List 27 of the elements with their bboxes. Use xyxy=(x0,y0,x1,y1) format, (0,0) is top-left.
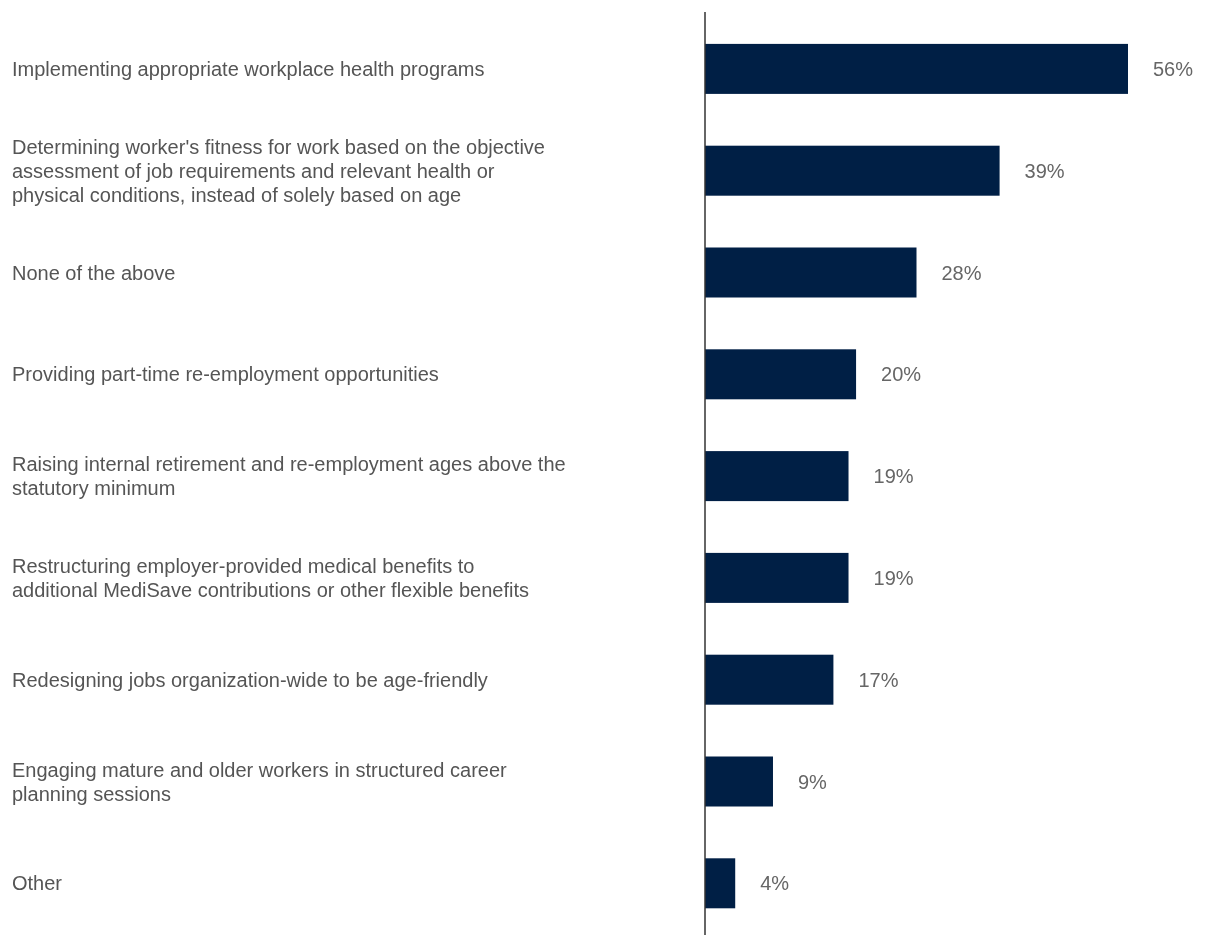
bar xyxy=(705,756,773,807)
bar xyxy=(705,654,834,705)
bar xyxy=(705,858,736,909)
y-tick-label: Implementing appropriate workplace health programs xyxy=(12,57,485,80)
bar xyxy=(705,43,1128,94)
y-tick-label: Redesigning jobs organization-wide to be age-friendly xyxy=(12,668,488,691)
y-tick-label: Providing part-time re-employment opportunities xyxy=(12,363,439,386)
y-tick-label: Other xyxy=(12,872,63,895)
data-label: 19% xyxy=(873,465,914,488)
data-label: 4% xyxy=(760,872,790,895)
bar xyxy=(705,145,1000,196)
data-label: 39% xyxy=(1024,159,1065,182)
data-label: 19% xyxy=(873,566,914,589)
data-label: 28% xyxy=(941,261,982,284)
data-label: 20% xyxy=(881,363,922,386)
y-tick-label: Restructuring employer-provided medical benefits to additional MediSave contributions or other flexible benefits xyxy=(12,554,529,601)
bar xyxy=(705,451,849,502)
y-tick-label: None of the above xyxy=(12,261,176,284)
y-tick-label: Engaging mature and older workers in structured career planning sessions xyxy=(12,758,508,805)
y-tick-label: Determining worker's fitness for work based on the objective assessment of job requirements and relevant health or physical conditions, instead of solely based on age xyxy=(12,135,545,206)
bar xyxy=(705,247,917,298)
y-tick-label: Raising internal retirement and re-employment ages above the statutory minimum xyxy=(12,453,566,500)
data-label: 56% xyxy=(1153,57,1194,80)
data-label: 9% xyxy=(797,770,828,793)
bar xyxy=(705,552,849,603)
bar xyxy=(705,349,857,400)
data-label: 17% xyxy=(858,668,899,691)
